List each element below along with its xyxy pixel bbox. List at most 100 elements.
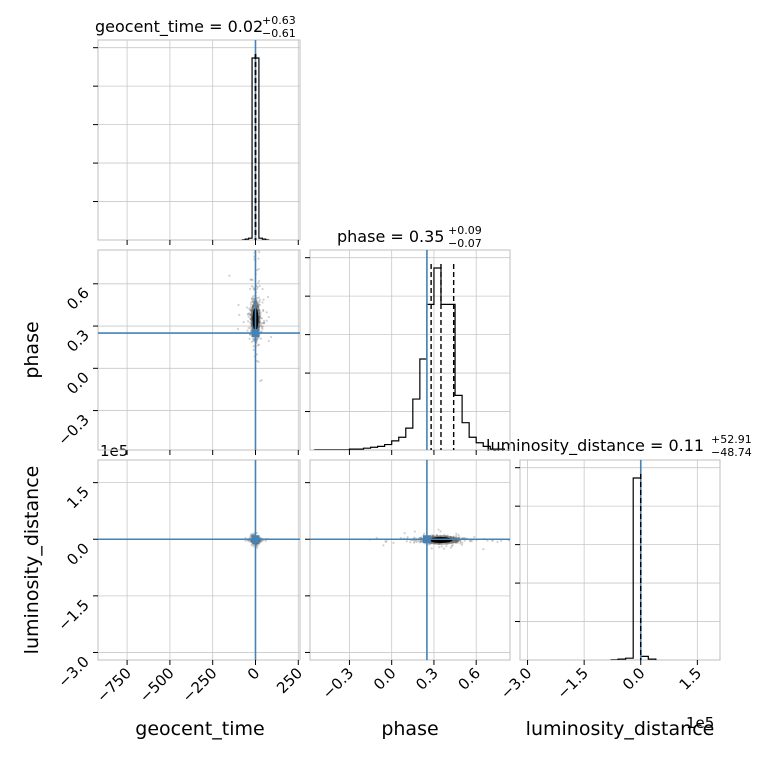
sample-point [255, 545, 259, 548]
sample-point [258, 250, 261, 254]
hist-luminosity_distance-frame [519, 459, 721, 661]
title-geocent-time-upper: +0.63 [262, 14, 296, 27]
sample-point [244, 539, 247, 542]
sample-point [500, 539, 503, 542]
y-offset-text: 1e5 [100, 442, 128, 460]
sample-point [263, 321, 266, 324]
sample-point [439, 530, 442, 533]
title-phase-upper: +0.09 [448, 224, 482, 237]
sample-point [264, 539, 268, 542]
scatter-geocent_time-phase-frame [97, 249, 301, 451]
x-tick-label: −1.5 [553, 664, 591, 702]
sample-point [419, 540, 423, 543]
histogram-luminosity_distance [610, 477, 657, 660]
sample-point [461, 541, 464, 544]
y-tick-label: 1.5 [63, 483, 93, 513]
sample-point [256, 338, 259, 341]
x-axis-label-geocent-time: geocent_time [135, 718, 264, 740]
sample-point [260, 317, 264, 320]
sample-point [248, 333, 252, 336]
x-tick-label: −250 [179, 664, 221, 706]
title-geocent-time: geocent_time = 0.02 [95, 17, 263, 37]
sample-point [252, 288, 256, 291]
sample-point [413, 540, 416, 543]
sample-point [473, 535, 476, 539]
y-tick-label: −0.3 [54, 411, 92, 449]
sample-point [257, 250, 260, 251]
sample-point [260, 330, 263, 333]
sample-point [249, 287, 252, 290]
sample-point [257, 360, 260, 363]
sample-point [261, 325, 264, 328]
sample-point [266, 295, 270, 299]
sample-point [415, 540, 418, 544]
sample-point [451, 543, 454, 547]
sample-point [260, 379, 263, 382]
x-tick-label: 0.0 [619, 664, 649, 694]
sample-point [438, 546, 441, 549]
title-phase-lower: −0.07 [448, 237, 482, 250]
sample-point [259, 379, 262, 383]
sample-point [491, 539, 494, 542]
sample-point [470, 540, 473, 543]
sample-point [261, 301, 264, 304]
sample-point [250, 297, 253, 300]
sample-point [255, 339, 258, 342]
x-axis-label-luminosity-distance: luminosity_distance [526, 718, 715, 740]
x-tick-label: 0.6 [454, 664, 484, 694]
y-axis-label-phase: phase [21, 321, 43, 378]
sample-point [430, 547, 433, 550]
sample-point [257, 343, 261, 346]
x-tick-label: −0.3 [319, 664, 357, 702]
y-tick-label: 0.0 [63, 368, 93, 398]
sample-point [413, 530, 416, 533]
sample-point [251, 300, 254, 304]
sample-point [257, 296, 260, 299]
sample-point [257, 257, 260, 260]
x-tick-label: −3.0 [497, 664, 535, 702]
sample-point [238, 313, 241, 316]
sample-point [469, 539, 472, 542]
sample-point [248, 313, 252, 317]
sample-point [251, 278, 254, 282]
sample-point [252, 345, 255, 348]
sample-point [259, 311, 262, 314]
sample-point [267, 339, 270, 343]
sample-point [375, 536, 378, 539]
sample-point [257, 336, 260, 340]
sample-point [250, 284, 253, 288]
sample-point [249, 309, 252, 312]
y-axis-label-luminosity-distance: luminosity_distance [21, 466, 43, 655]
sample-point [257, 268, 260, 271]
sample-point [419, 540, 423, 543]
x-tick-label: 0.3 [412, 664, 442, 694]
sample-point [246, 313, 250, 316]
sample-point [252, 348, 255, 352]
sample-point [251, 300, 254, 303]
sample-point [262, 319, 266, 322]
sample-point [459, 542, 462, 545]
sample-point [459, 539, 462, 543]
sample-point [256, 546, 259, 549]
sample-point [382, 544, 385, 547]
sample-point [249, 535, 252, 538]
x-axis-label-phase: phase [381, 718, 438, 740]
sample-point [469, 540, 472, 543]
sample-point [420, 536, 423, 539]
sample-point [252, 298, 256, 301]
sample-point [265, 319, 268, 322]
x-tick-label: −750 [93, 664, 135, 706]
sample-point [458, 536, 461, 539]
sample-point [450, 544, 454, 548]
sample-point [251, 295, 255, 298]
sample-point [258, 279, 261, 283]
sample-point [236, 327, 240, 331]
title-phase: phase = 0.35 [337, 227, 444, 246]
sample-point [262, 298, 265, 301]
y-tick-label: 0.3 [63, 326, 93, 356]
hist-geocent_time-frame [97, 39, 301, 241]
sample-point [247, 315, 250, 318]
sample-point [252, 286, 255, 289]
sample-point [253, 532, 256, 535]
sample-point [237, 303, 240, 307]
